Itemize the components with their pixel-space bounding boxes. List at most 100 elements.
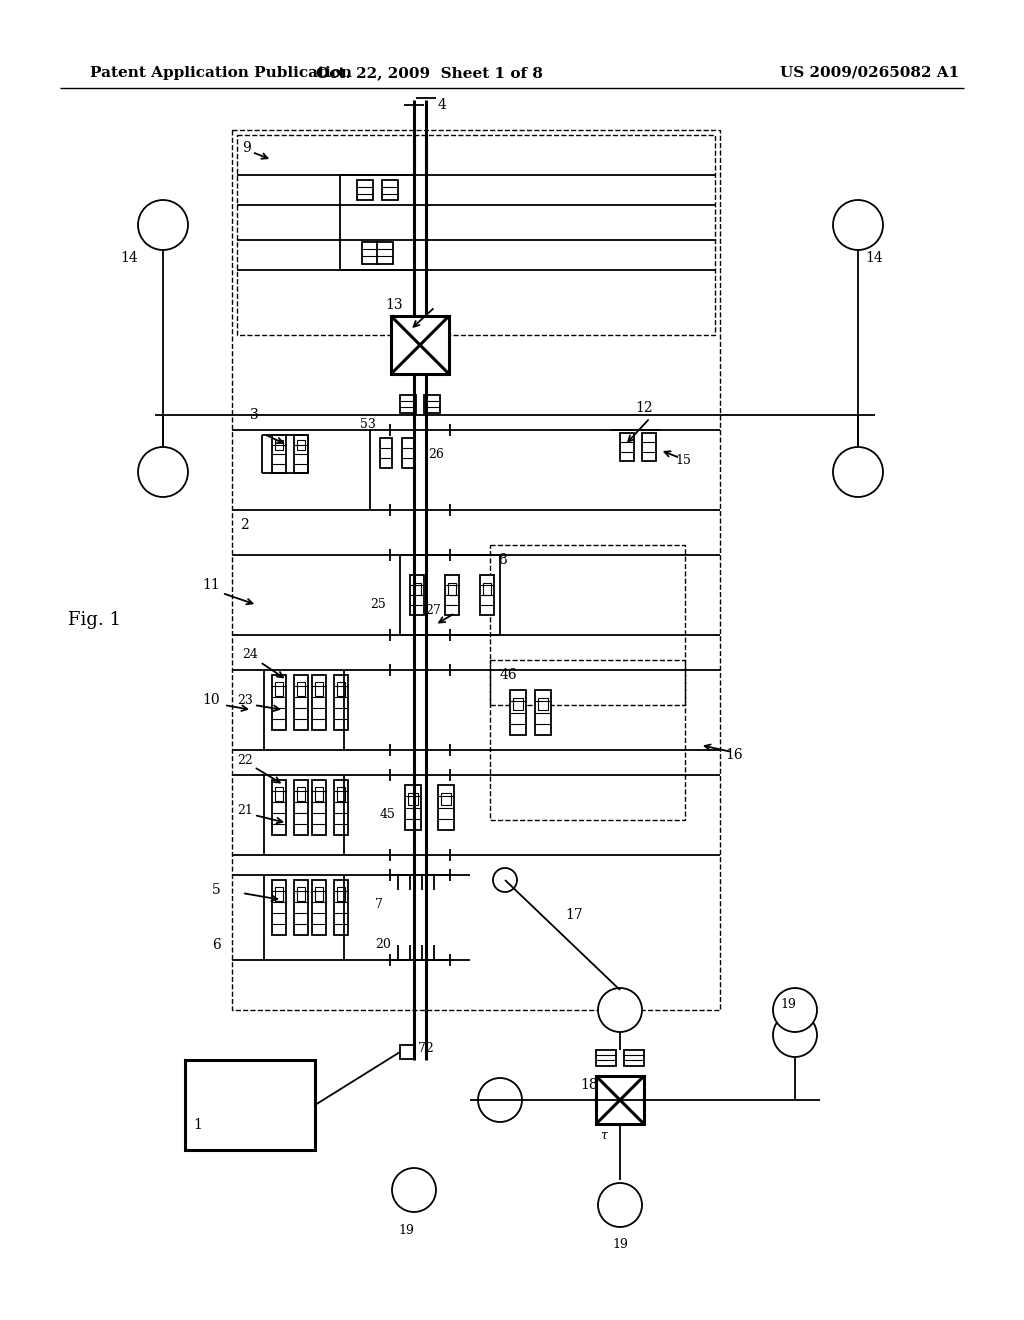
Bar bbox=[441, 793, 451, 805]
Bar bbox=[297, 787, 305, 801]
Bar bbox=[334, 780, 348, 836]
Bar bbox=[272, 436, 286, 473]
Text: Oct. 22, 2009  Sheet 1 of 8: Oct. 22, 2009 Sheet 1 of 8 bbox=[316, 66, 544, 81]
Bar bbox=[315, 682, 323, 696]
Bar bbox=[402, 438, 414, 469]
Bar bbox=[449, 583, 456, 595]
Bar bbox=[232, 129, 720, 1010]
Bar bbox=[510, 690, 526, 735]
Text: 14: 14 bbox=[865, 251, 883, 265]
Bar bbox=[642, 433, 656, 461]
Text: 3: 3 bbox=[250, 408, 259, 422]
Text: 13: 13 bbox=[385, 298, 402, 312]
Text: 24: 24 bbox=[242, 648, 258, 661]
Bar bbox=[490, 545, 685, 705]
Circle shape bbox=[773, 1012, 817, 1057]
Bar bbox=[337, 887, 345, 902]
Circle shape bbox=[833, 447, 883, 498]
Bar bbox=[337, 787, 345, 801]
Bar bbox=[445, 576, 459, 615]
Text: Fig. 1: Fig. 1 bbox=[68, 611, 121, 630]
Bar bbox=[297, 887, 305, 902]
Text: 17: 17 bbox=[565, 908, 583, 921]
Bar bbox=[334, 675, 348, 730]
Text: 4: 4 bbox=[438, 98, 446, 112]
Bar bbox=[315, 887, 323, 902]
Text: 19: 19 bbox=[780, 998, 796, 1011]
Text: 14: 14 bbox=[120, 251, 138, 265]
Text: US 2009/0265082 A1: US 2009/0265082 A1 bbox=[780, 66, 959, 81]
Text: 16: 16 bbox=[725, 748, 742, 762]
Bar bbox=[406, 785, 421, 830]
Bar bbox=[297, 682, 305, 696]
Bar bbox=[294, 780, 308, 836]
Text: 45: 45 bbox=[380, 808, 396, 821]
Bar bbox=[408, 793, 418, 805]
Bar bbox=[312, 780, 326, 836]
Bar bbox=[438, 785, 454, 830]
Bar bbox=[185, 1060, 315, 1150]
Text: 19: 19 bbox=[398, 1224, 414, 1237]
Bar bbox=[272, 880, 286, 935]
Text: 2: 2 bbox=[240, 517, 249, 532]
Text: 46: 46 bbox=[500, 668, 517, 682]
Circle shape bbox=[392, 1168, 436, 1212]
Bar bbox=[237, 135, 715, 335]
Bar bbox=[272, 780, 286, 836]
Text: 26: 26 bbox=[428, 449, 443, 462]
Text: 72: 72 bbox=[418, 1043, 434, 1056]
Bar bbox=[483, 583, 490, 595]
Bar bbox=[294, 436, 308, 473]
Bar bbox=[272, 675, 286, 730]
Circle shape bbox=[598, 1183, 642, 1228]
Bar bbox=[297, 440, 305, 450]
Bar bbox=[538, 698, 548, 710]
Bar bbox=[294, 880, 308, 935]
Bar bbox=[312, 675, 326, 730]
Circle shape bbox=[833, 201, 883, 249]
Bar bbox=[312, 880, 326, 935]
Bar bbox=[413, 583, 421, 595]
Text: 53: 53 bbox=[360, 418, 376, 432]
Bar bbox=[490, 660, 685, 820]
Circle shape bbox=[493, 869, 517, 892]
Bar bbox=[377, 242, 393, 264]
Bar bbox=[382, 180, 398, 201]
Text: 10: 10 bbox=[202, 693, 219, 708]
Text: 9: 9 bbox=[242, 141, 251, 154]
Bar bbox=[391, 315, 449, 374]
Bar bbox=[624, 1049, 644, 1067]
Text: τ: τ bbox=[600, 1129, 607, 1142]
Bar bbox=[513, 698, 523, 710]
Text: 5: 5 bbox=[212, 883, 221, 898]
Text: 15: 15 bbox=[675, 454, 691, 466]
Bar bbox=[535, 690, 551, 735]
Bar bbox=[480, 576, 494, 615]
Text: 18: 18 bbox=[580, 1078, 598, 1092]
Bar bbox=[275, 440, 283, 450]
Bar bbox=[337, 682, 345, 696]
Text: 23: 23 bbox=[237, 693, 253, 706]
Text: 19: 19 bbox=[612, 1238, 628, 1251]
Circle shape bbox=[138, 447, 188, 498]
Bar bbox=[275, 682, 283, 696]
Bar bbox=[315, 787, 323, 801]
Text: 20: 20 bbox=[375, 939, 391, 952]
Bar bbox=[294, 675, 308, 730]
Bar bbox=[596, 1076, 644, 1125]
Bar bbox=[424, 395, 440, 413]
Text: 7: 7 bbox=[375, 899, 383, 912]
Bar bbox=[275, 787, 283, 801]
Text: 6: 6 bbox=[212, 939, 221, 952]
Bar bbox=[334, 880, 348, 935]
Bar bbox=[400, 1045, 414, 1059]
Text: 11: 11 bbox=[202, 578, 220, 591]
Text: 21: 21 bbox=[237, 804, 253, 817]
Bar bbox=[596, 1049, 616, 1067]
Circle shape bbox=[138, 201, 188, 249]
Circle shape bbox=[478, 1078, 522, 1122]
Bar bbox=[620, 433, 634, 461]
Text: Patent Application Publication: Patent Application Publication bbox=[90, 66, 352, 81]
Circle shape bbox=[773, 987, 817, 1032]
Text: 8: 8 bbox=[498, 553, 507, 568]
